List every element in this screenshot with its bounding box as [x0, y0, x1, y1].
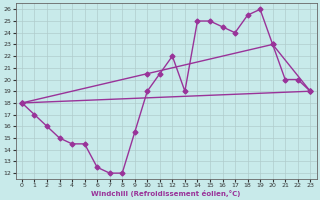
X-axis label: Windchill (Refroidissement éolien,°C): Windchill (Refroidissement éolien,°C) [92, 190, 241, 197]
